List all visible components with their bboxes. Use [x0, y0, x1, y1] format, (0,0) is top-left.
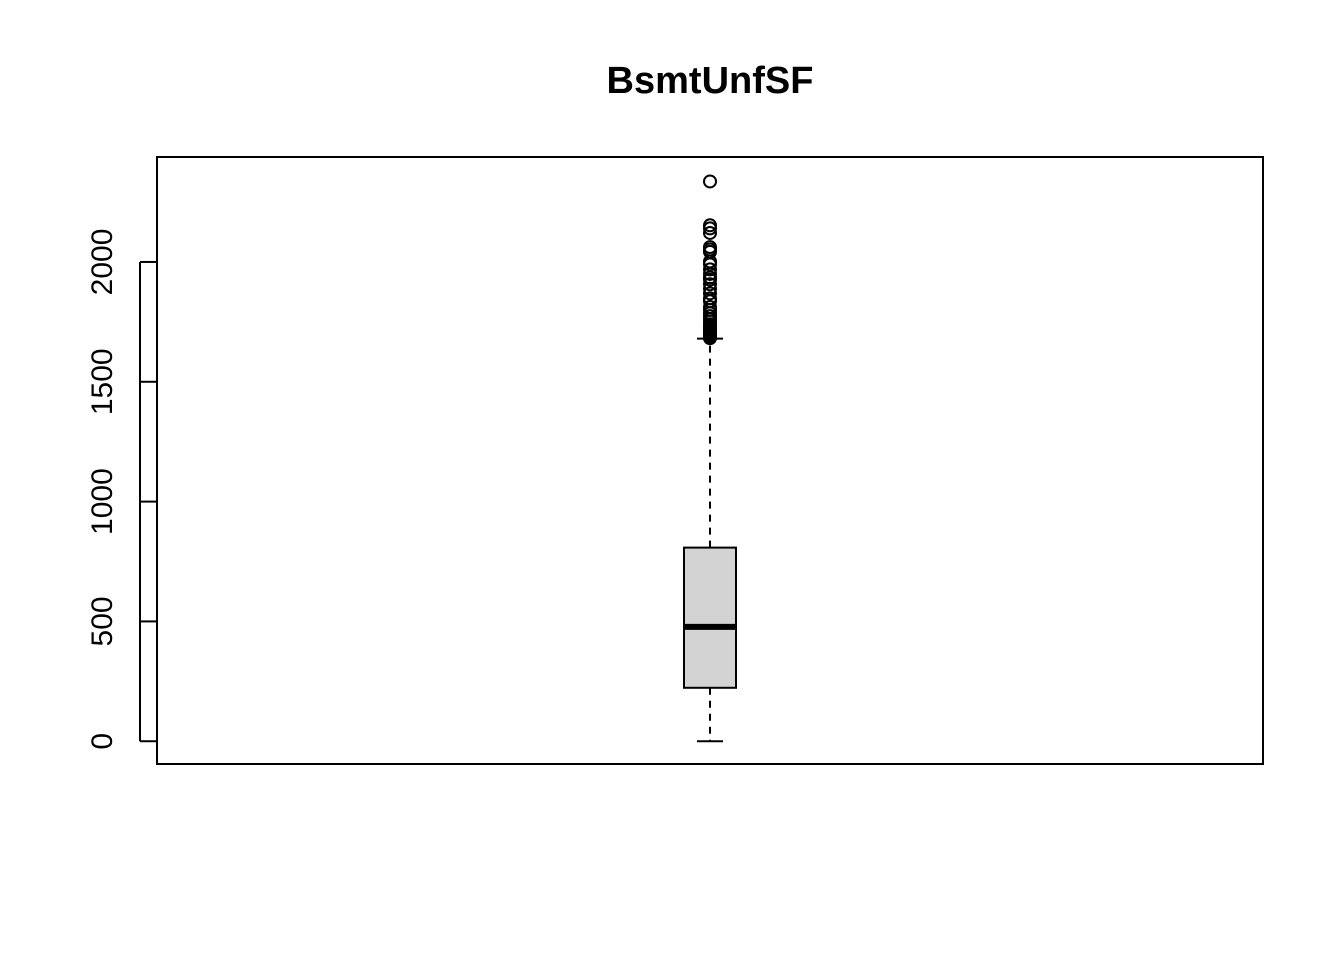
outlier-point — [703, 300, 717, 315]
outlier-point — [703, 286, 717, 301]
outlier-point — [703, 240, 717, 255]
y-tick-label: 1500 — [86, 348, 119, 415]
outlier-point — [703, 225, 717, 240]
iqr-box — [683, 546, 737, 689]
outlier-point — [703, 277, 717, 292]
y-tick-label: 2000 — [86, 229, 119, 296]
chart-title: BsmtUnfSF — [607, 60, 814, 102]
outlier-points — [703, 174, 717, 346]
outlier-point — [703, 218, 717, 233]
y-tick-label: 1000 — [86, 468, 119, 535]
outlier-point — [703, 262, 717, 277]
y-axis: 0 500 1000 1500 2000 — [86, 229, 156, 750]
outlier-point — [703, 174, 717, 189]
plot-frame — [156, 156, 1264, 765]
y-tick-label: 500 — [86, 596, 119, 646]
outlier-point — [703, 291, 717, 306]
y-tick-label: 0 — [86, 733, 119, 750]
